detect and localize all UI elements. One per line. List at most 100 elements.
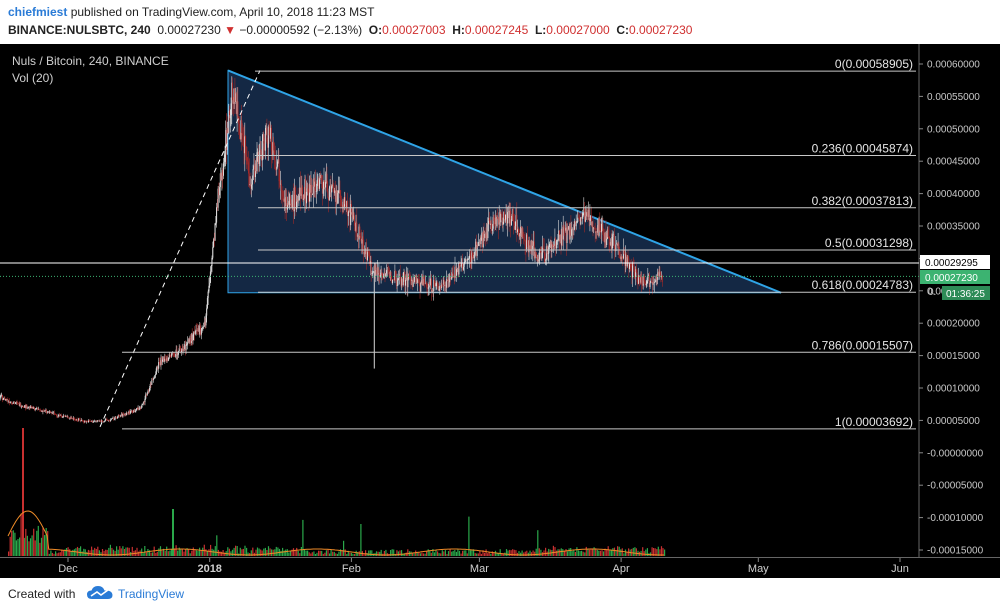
chart-canvas[interactable]: 0(0.00058905) 0.236(0.00045874) 0.382(0.00…	[0, 44, 1000, 578]
x-tick-label: Apr	[613, 563, 630, 575]
candle-body	[115, 416, 117, 418]
volume-bar	[48, 553, 50, 556]
volume-bar	[480, 553, 482, 556]
candle-body	[576, 221, 578, 223]
candle-body	[528, 240, 530, 253]
volume-bar	[296, 547, 298, 556]
candle-body	[538, 259, 540, 262]
candle-body	[26, 405, 28, 409]
candle-body	[21, 406, 23, 407]
candle-body	[657, 272, 659, 276]
triangle-top-line[interactable]	[227, 69, 782, 294]
volume-bar	[319, 550, 321, 556]
candle-body	[88, 420, 90, 423]
volume-bar	[468, 516, 470, 556]
y-tick-label: -0.00005000	[927, 481, 984, 492]
y-tick-label: 0.00020000	[927, 319, 980, 330]
candle-body	[7, 399, 9, 402]
dashed-trend-line[interactable]	[99, 70, 261, 428]
volume-bar	[184, 549, 187, 556]
candle-body	[205, 315, 207, 326]
candle-body	[561, 228, 563, 246]
candle-body	[229, 110, 231, 119]
candle-body	[339, 190, 341, 198]
candle-body	[555, 241, 557, 249]
volume-bar	[574, 552, 576, 556]
volume-bar	[491, 551, 493, 556]
candle-body	[201, 327, 203, 330]
candle-body	[62, 415, 64, 417]
candle-body	[385, 270, 387, 274]
time-axis[interactable]: Dec 2018 Feb Mar Apr May Jun	[58, 558, 909, 575]
volume-bar	[191, 550, 193, 556]
candle-body	[324, 180, 326, 188]
candle-body	[89, 421, 91, 422]
candle-body	[243, 137, 245, 154]
volume-bar	[404, 553, 406, 556]
candle-body	[218, 188, 220, 196]
volume-bar	[244, 545, 246, 556]
candle-body	[450, 277, 452, 279]
candle-body	[385, 273, 387, 277]
candle-body	[171, 353, 173, 357]
candle-body	[572, 229, 574, 230]
candle-body	[51, 412, 53, 414]
candle-body	[125, 413, 127, 416]
volume-bar	[350, 552, 353, 556]
candle-body	[246, 156, 248, 161]
candle-body	[446, 279, 448, 288]
candle-body	[587, 209, 589, 217]
volume-bar	[155, 552, 157, 556]
volume-bar	[148, 550, 151, 556]
volume-bar	[289, 551, 291, 556]
candle-body	[281, 190, 283, 192]
candle-body	[335, 190, 337, 202]
volume-bar	[188, 548, 190, 556]
volume-bar	[170, 548, 172, 556]
candle-body	[140, 407, 142, 409]
candle-body	[353, 215, 355, 226]
volume-bar	[490, 553, 492, 556]
candle-body	[648, 274, 650, 276]
candle-body	[658, 271, 660, 276]
candle-body	[349, 209, 351, 226]
candle-body	[536, 254, 538, 259]
volume-bar	[42, 527, 44, 556]
candle-body	[416, 275, 418, 283]
y-tick-label: 0.00035000	[927, 222, 980, 233]
candle-body	[333, 185, 335, 194]
author-link[interactable]: chiefmiest	[8, 5, 68, 19]
candle-body	[223, 161, 225, 164]
candle-body	[77, 420, 79, 421]
candle-body	[587, 212, 589, 217]
volume-bar	[239, 547, 241, 556]
volume-bar	[635, 548, 637, 556]
candle-body	[321, 183, 323, 194]
volume-bar	[458, 550, 461, 556]
candle-body	[254, 163, 256, 178]
candle-body	[162, 357, 164, 360]
candle-body	[334, 190, 336, 194]
candle-body	[50, 412, 52, 413]
candle-body	[22, 406, 24, 407]
candle-body	[171, 352, 173, 354]
candle-body	[293, 194, 295, 212]
volume-bar	[178, 547, 180, 556]
candle-body	[8, 400, 10, 402]
descending-triangle[interactable]	[227, 69, 782, 294]
candle-body	[540, 252, 542, 259]
volume-bar	[80, 546, 82, 556]
fibonacci-retracement[interactable]: 0(0.00058905) 0.236(0.00045874) 0.382(0.00…	[122, 57, 916, 430]
volume-bar	[195, 550, 198, 556]
candle-body	[486, 232, 488, 239]
volume-bar	[662, 548, 664, 556]
candle-body	[138, 407, 140, 410]
open-label: O:	[368, 23, 383, 37]
candle-body	[577, 217, 579, 222]
candle-body	[632, 263, 634, 266]
tradingview-link[interactable]: TradingView	[118, 587, 185, 601]
candle-body	[219, 173, 221, 188]
volume-bar	[56, 553, 58, 556]
y-tick-label: 0.00045000	[927, 157, 980, 168]
volume-bar	[396, 550, 398, 556]
